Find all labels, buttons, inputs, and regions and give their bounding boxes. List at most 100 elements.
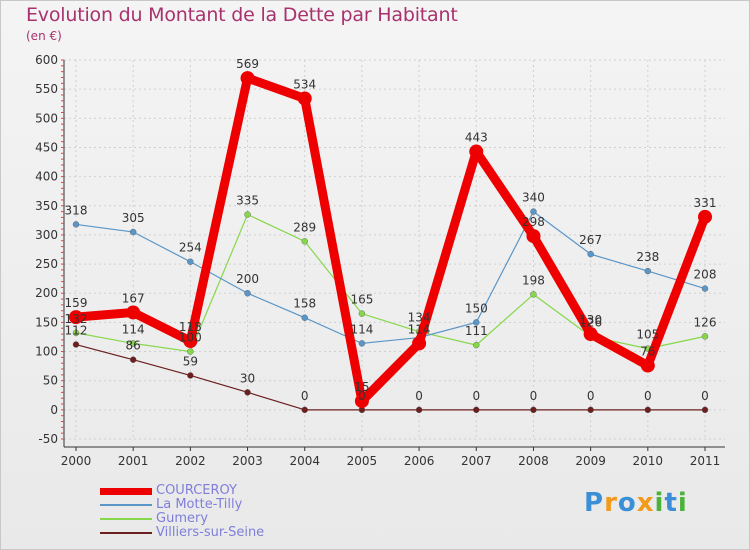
- x-tick-label: 2008: [518, 454, 549, 468]
- data-point-gumery: [473, 341, 480, 349]
- data-label-la-motte-tilly: 208: [694, 268, 717, 282]
- data-point-gumery: [244, 211, 251, 218]
- data-label-courceroy: 114: [408, 322, 431, 336]
- data-label-courceroy: 443: [465, 131, 488, 145]
- data-point-la-motte-tilly: [358, 340, 366, 347]
- data-label-gumery: 126: [579, 315, 602, 329]
- data-point-gumery: [358, 310, 366, 317]
- data-label-villiers-sur-seine: 59: [183, 354, 198, 368]
- data-point-villiers-sur-seine: [530, 406, 537, 414]
- data-label-villiers-sur-seine: 0: [530, 389, 538, 403]
- legend-label: COURCEROY: [156, 483, 237, 498]
- data-label-gumery: 165: [350, 293, 373, 307]
- series-line-courceroy: [71, 73, 710, 406]
- data-label-courceroy: 534: [293, 77, 316, 91]
- data-point-villiers-sur-seine: [415, 406, 423, 414]
- chart-title: Evolution du Montant de la Dette par Hab…: [26, 4, 458, 26]
- data-point-la-motte-tilly: [72, 221, 80, 228]
- legend-label: Villiers-sur-Seine: [156, 525, 265, 540]
- data-label-villiers-sur-seine: 0: [644, 389, 652, 403]
- data-label-la-motte-tilly: 267: [579, 233, 602, 247]
- x-tick-label: 2010: [633, 454, 664, 468]
- legend-item-villiers-sur-seine: Villiers-sur-Seine: [100, 526, 264, 540]
- legend-item-courceroy: COURCEROY: [100, 484, 264, 498]
- series-line-villiers-sur-seine: [75, 343, 706, 411]
- data-point-villiers-sur-seine: [587, 406, 594, 414]
- brand-letter: i: [654, 488, 665, 518]
- data-label-courceroy: 569: [236, 57, 259, 71]
- x-tick-label: 2000: [61, 454, 92, 468]
- brand-letter: r: [604, 488, 618, 518]
- data-label-la-motte-tilly: 238: [636, 250, 659, 264]
- data-label-gumery: 134: [408, 311, 431, 325]
- data-point-villiers-sur-seine: [187, 372, 194, 379]
- data-point-villiers-sur-seine: [301, 406, 308, 414]
- data-label-villiers-sur-seine: 86: [126, 339, 141, 353]
- data-point-courceroy: [183, 334, 198, 349]
- data-label-courceroy: 298: [522, 215, 545, 229]
- data-label-villiers-sur-seine: 30: [240, 371, 255, 385]
- x-tick-label: 2004: [289, 454, 320, 468]
- legend-swatch-gumery: [100, 518, 152, 520]
- legend-label: Gumery: [156, 511, 209, 526]
- data-point-villiers-sur-seine: [473, 406, 480, 414]
- brand-letter: P: [584, 488, 605, 518]
- x-tick-label: 2009: [575, 454, 606, 468]
- legend-label: La Motte-Tilly: [156, 497, 243, 512]
- x-tick-label: 2006: [404, 454, 435, 468]
- y-tick-label: 250: [35, 257, 58, 271]
- data-point-villiers-sur-seine: [129, 356, 137, 363]
- data-label-la-motte-tilly: 114: [350, 322, 373, 336]
- y-tick-label: 100: [35, 345, 58, 359]
- data-label-gumery: 111: [465, 324, 488, 338]
- x-tick-label: 2002: [175, 454, 206, 468]
- y-tick-label: 150: [35, 315, 58, 329]
- data-label-courceroy: 15: [354, 380, 369, 394]
- x-tick-label: 2003: [232, 454, 263, 468]
- data-point-gumery: [187, 348, 194, 355]
- data-point-villiers-sur-seine: [244, 389, 251, 396]
- data-label-villiers-sur-seine: 0: [358, 389, 366, 403]
- data-point-la-motte-tilly: [244, 290, 251, 297]
- data-label-gumery: 289: [293, 220, 316, 234]
- data-point-gumery: [129, 340, 137, 347]
- legend-swatch-villiers-sur-seine: [100, 532, 152, 534]
- data-label-la-motte-tilly: 150: [465, 301, 488, 315]
- data-point-courceroy: [126, 305, 141, 320]
- data-label-villiers-sur-seine: 0: [701, 389, 709, 403]
- legend-item-la-motte-tilly: La Motte-Tilly: [100, 498, 264, 512]
- data-point-villiers-sur-seine: [701, 406, 709, 414]
- data-point-villiers-sur-seine: [72, 341, 80, 348]
- data-point-la-motte-tilly: [129, 228, 137, 236]
- data-label-courceroy: 167: [122, 291, 145, 305]
- data-label-la-motte-tilly: 254: [179, 241, 202, 255]
- data-label-villiers-sur-seine: 0: [587, 389, 595, 403]
- y-tick-label: 400: [35, 170, 58, 184]
- y-tick-label: 500: [35, 111, 58, 125]
- chart-subtitle: (en €): [26, 29, 62, 43]
- data-label-gumery: 126: [694, 315, 717, 329]
- data-label-gumery: 198: [522, 273, 545, 287]
- x-tick-label: 2011: [690, 454, 721, 468]
- data-label-la-motte-tilly: 318: [65, 203, 88, 217]
- y-tick-label: 550: [35, 82, 58, 96]
- y-tick-label: 200: [35, 286, 58, 300]
- y-tick-label: 450: [35, 140, 58, 154]
- data-point-villiers-sur-seine: [644, 406, 652, 414]
- data-label-la-motte-tilly: 305: [122, 211, 145, 225]
- data-point-la-motte-tilly: [701, 285, 709, 292]
- data-point-gumery: [701, 333, 709, 340]
- brand-letter: x: [636, 488, 655, 518]
- data-point-la-motte-tilly: [473, 319, 480, 326]
- x-tick-label: 2007: [461, 454, 492, 468]
- data-label-villiers-sur-seine: 112: [65, 324, 88, 338]
- data-point-courceroy: [354, 394, 369, 409]
- y-tick-label: 300: [35, 228, 58, 242]
- data-point-courceroy: [698, 209, 712, 224]
- y-tick-label: 350: [35, 199, 58, 213]
- data-label-courceroy: 118: [179, 320, 202, 334]
- data-label-courceroy: 159: [65, 296, 88, 310]
- data-point-courceroy: [526, 229, 541, 244]
- data-point-la-motte-tilly: [644, 267, 652, 275]
